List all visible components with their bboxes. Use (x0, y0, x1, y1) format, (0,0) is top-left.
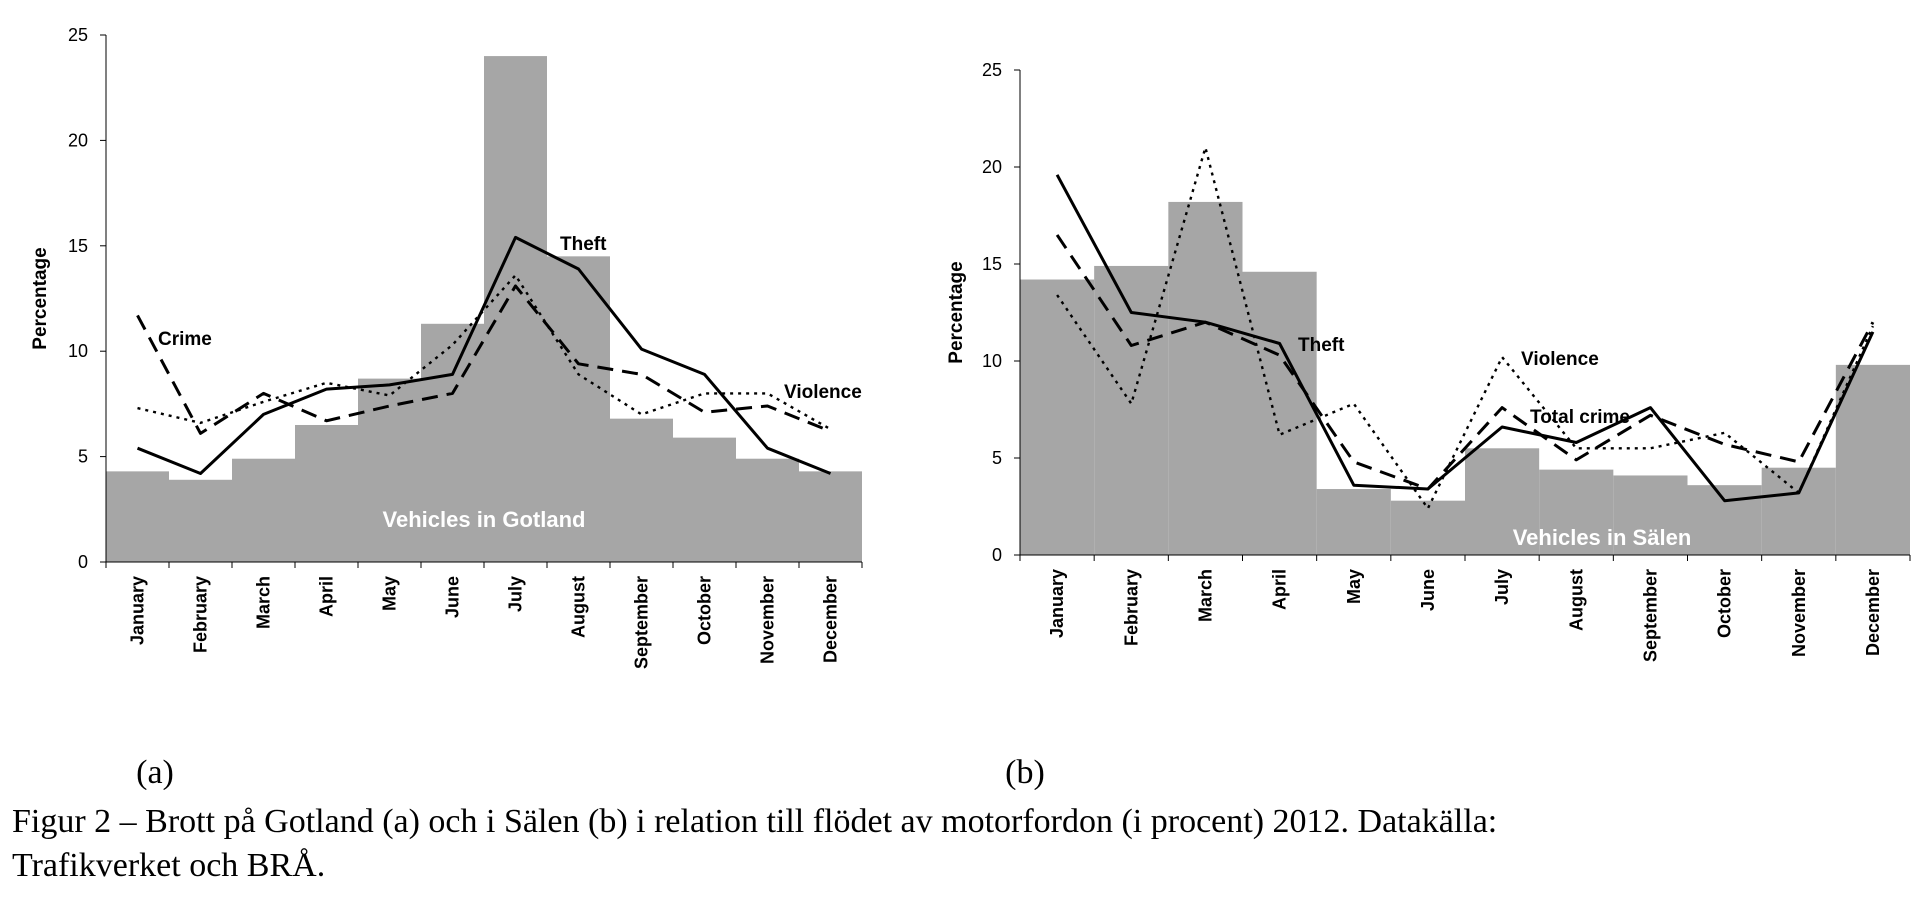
bar-vehicles-june (1390, 500, 1465, 555)
y-tick-label-10: 10 (68, 341, 88, 361)
x-tick-label-september: September (1640, 569, 1660, 662)
chart-gotland: 0 5 10 15 20 25 January February March April May Ju… (30, 25, 863, 790)
chart-salen: 0 5 10 15 20 25 January February March April May Ju… (946, 60, 1911, 790)
x-tick-label-december: December (821, 576, 841, 663)
caption-line-2: Trafikverket och BRÅ. (12, 847, 326, 884)
x-tick-label-november: November (1789, 569, 1809, 657)
series-label-crime: Crime (158, 329, 212, 350)
bar-vehicles-november (736, 458, 799, 562)
bar-vehicles-april (1242, 271, 1317, 555)
x-tick-label-october: October (1715, 569, 1735, 638)
bar-vehicles-february (169, 479, 232, 562)
series-line-theft (136, 235, 832, 475)
figure: 0 5 10 15 20 25 January February March April May Ju… (30, 25, 1911, 790)
bar-vehicles-september (610, 418, 673, 562)
x-tick-label-december: December (1863, 569, 1883, 656)
x-tick-label-january: January (1047, 569, 1067, 638)
bar-vehicles-august (547, 256, 610, 562)
bar-vehicles-march (232, 458, 295, 562)
y-tick-label-20: 20 (982, 157, 1002, 177)
x-tick-label-november: November (758, 576, 778, 664)
panel-label: (a) (136, 754, 174, 790)
x-tick-label-february: February (191, 576, 211, 653)
series-line-violence (137, 274, 832, 431)
bar-vehicles-january (1020, 279, 1095, 555)
x-tick-label-september: September (632, 576, 652, 669)
y-tick-label-10: 10 (982, 351, 1002, 371)
x-tick-label-august: August (1566, 569, 1586, 631)
bar-vehicles-july (1465, 448, 1540, 555)
x-tick-label-july: July (1492, 569, 1512, 605)
bar-series-label: Vehicles in Gotland (383, 507, 586, 532)
x-tick-label-february: February (1121, 569, 1141, 646)
bar-vehicles-october (673, 437, 736, 562)
bar-vehicles-october (1687, 485, 1762, 555)
y-tick-label-25: 25 (68, 25, 88, 45)
figure-caption: Figur 2 – Brott på Gotland (a) och i Säl… (12, 800, 1912, 888)
series-line-total-crime (1055, 234, 1875, 491)
bar-vehicles-september (1613, 475, 1688, 555)
series-line-theft (1055, 174, 1875, 503)
bar-vehicles-january (106, 471, 169, 562)
x-tick-label-march: March (1195, 569, 1215, 622)
bar-vehicles-november (1761, 467, 1836, 555)
bar-series-label: Vehicles in Sälen (1513, 525, 1692, 550)
bar-vehicles-april (295, 424, 358, 562)
y-tick-label-15: 15 (982, 254, 1002, 274)
series-label-total-crime: Total crime (1530, 407, 1630, 428)
series-label-violence: Violence (1521, 349, 1599, 370)
bar-vehicles-june (421, 323, 484, 562)
panel-label: (b) (1005, 754, 1045, 790)
series-line-crime (136, 284, 832, 435)
series-line-violence (1056, 146, 1874, 510)
x-tick-label-august: August (569, 576, 589, 638)
y-tick-label-25: 25 (982, 60, 1002, 80)
y-tick-label-5: 5 (992, 448, 1002, 468)
x-tick-label-june: June (1418, 569, 1438, 611)
bar-vehicles-may (1316, 489, 1391, 555)
bar-vehicles-december (799, 471, 862, 562)
x-tick-label-june: June (443, 576, 463, 618)
y-tick-label-0: 0 (78, 552, 88, 572)
series-label-theft: Theft (1298, 335, 1345, 356)
y-tick-label-5: 5 (78, 447, 88, 467)
x-tick-label-may: May (380, 576, 400, 611)
y-axis-title: Percentage (946, 261, 967, 363)
bar-vehicles-august (1539, 469, 1614, 555)
x-tick-label-october: October (695, 576, 715, 645)
bar-vehicles-may (358, 378, 421, 562)
series-label-theft: Theft (560, 234, 607, 255)
bar-vehicles-december (1835, 364, 1910, 555)
y-tick-label-15: 15 (68, 236, 88, 256)
caption-line-1: Figur 2 – Brott på Gotland (a) och i Säl… (12, 803, 1498, 840)
x-tick-label-january: January (128, 576, 148, 645)
bar-vehicles-march (1168, 201, 1243, 556)
x-tick-label-may: May (1344, 569, 1364, 604)
bar-vehicles-july (484, 56, 547, 562)
y-tick-label-0: 0 (992, 545, 1002, 565)
x-tick-label-april: April (317, 576, 337, 617)
x-tick-label-july: July (506, 576, 526, 612)
x-tick-label-april: April (1270, 569, 1290, 610)
y-tick-label-20: 20 (68, 130, 88, 150)
y-axis-title: Percentage (30, 247, 51, 349)
x-tick-label-march: March (254, 576, 274, 629)
series-label-violence: Violence (784, 382, 862, 403)
